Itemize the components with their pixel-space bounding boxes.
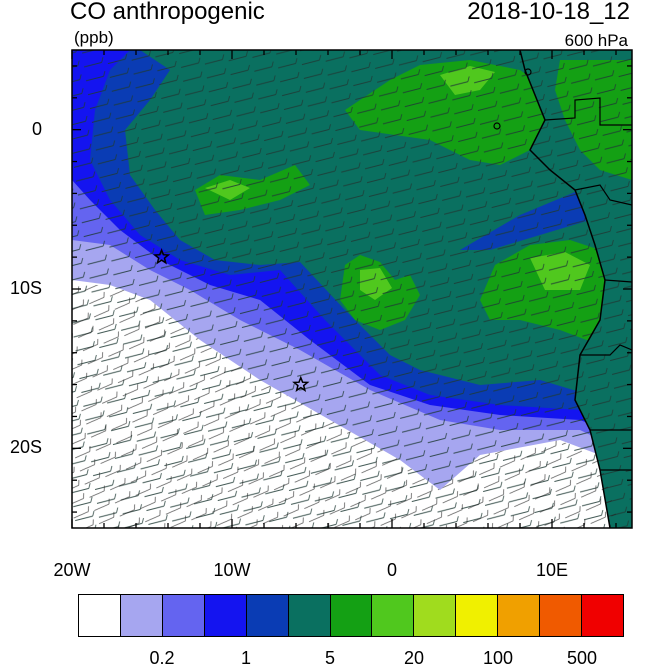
colorbar-tick-label: 20 (403, 648, 425, 667)
plot-datetime: 2018-10-18_12 (467, 0, 630, 25)
x-tick-label: 0 (386, 560, 397, 580)
colorbar-swatch (414, 595, 457, 636)
colorbar-swatch (288, 595, 331, 636)
island-bioko (524, 68, 532, 76)
y-tick-label: 10S (9, 278, 42, 298)
colorbar-tick-label: 1 (240, 648, 251, 667)
pressure-level-label: 600 hPa (564, 31, 628, 50)
wind-barbs-southern-overlay (72, 285, 620, 528)
colorbar-swatch (162, 595, 205, 636)
star-marker (292, 375, 310, 392)
colorbar (78, 594, 624, 637)
y-tick-label: 20S (9, 437, 42, 458)
axis-ticks (71, 50, 632, 528)
island-sao-tome (493, 122, 501, 130)
colorbar-swatch (204, 595, 247, 636)
x-tick-label: 20W (53, 560, 91, 580)
colorbar-tick-label: 100 (482, 648, 514, 667)
colorbar-swatch (330, 595, 373, 636)
units-label: (ppb) (74, 28, 114, 47)
colorbar-swatch (540, 595, 583, 636)
star-marker (152, 248, 171, 265)
location-markers (152, 248, 310, 392)
colorbar-swatch (120, 595, 163, 636)
x-tick-label: 10E (535, 560, 569, 580)
colorbar-tick-label: 0.2 (149, 648, 175, 667)
colorbar-tick-label: 5 (324, 648, 335, 667)
colorbar-swatch (246, 595, 289, 636)
x-tick-label: 10W (213, 560, 251, 580)
plot-title: CO anthropogenic (70, 0, 265, 25)
colorbar-swatch (372, 595, 415, 636)
colorbar-swatch (79, 595, 121, 636)
co-concentration-field (72, 50, 632, 528)
colorbar-swatch (582, 595, 623, 636)
country-borders (544, 97, 632, 471)
coastline (519, 50, 611, 528)
colorbar-swatch (498, 595, 541, 636)
y-tick-label: 0 (31, 118, 42, 139)
colorbar-swatch (456, 595, 499, 636)
colorbar-tick-label: 500 (566, 648, 598, 667)
